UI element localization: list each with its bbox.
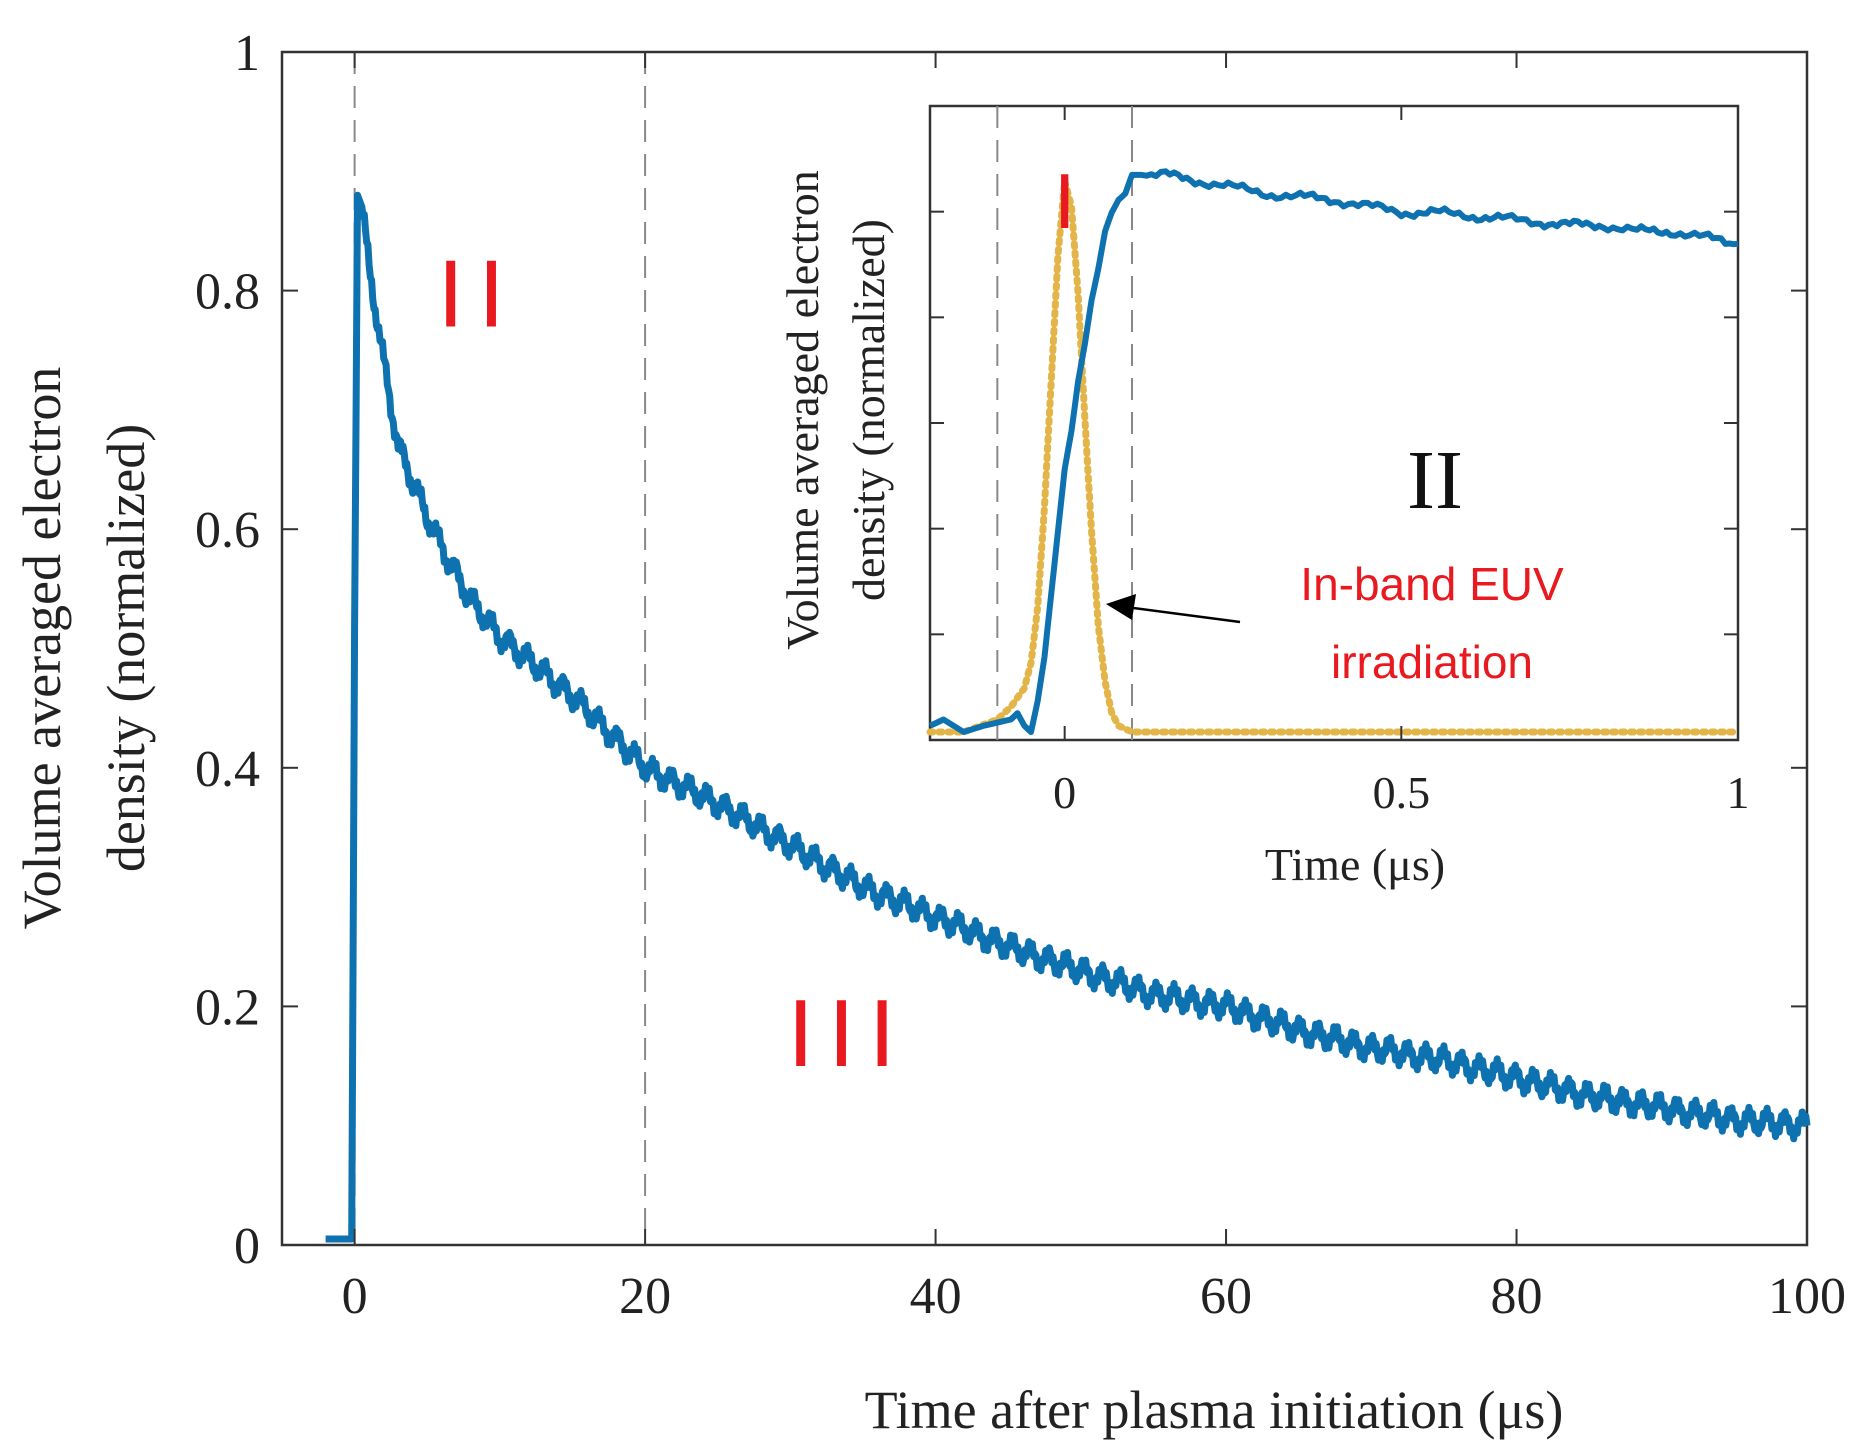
inset-x-tick-label: 1 xyxy=(1727,767,1750,818)
main-x-tick-label: 40 xyxy=(910,1268,962,1325)
main-plot-frame xyxy=(280,50,1809,1247)
main-y-tick-label: 0.2 xyxy=(195,979,260,1036)
inset-series-group xyxy=(926,168,1742,736)
main-x-tick-label: 20 xyxy=(619,1268,671,1325)
inset-region-labels: III xyxy=(1054,157,1463,527)
inset-axis-tick-labels: 0 0.5 1 xyxy=(1053,767,1749,818)
euv-annotation-line-2: irradiation xyxy=(1331,636,1533,688)
euv-annotation: In-band EUV irradiation xyxy=(1106,558,1564,688)
euv-annotation-line-1: In-band EUV xyxy=(1300,558,1564,610)
inset-x-axis-title: Time (μs) xyxy=(1265,839,1445,890)
main-y-axis-title-line-2: density (normalized) xyxy=(96,424,156,872)
inset-series-line-1 xyxy=(926,177,1742,736)
inset-x-tick-label: 0 xyxy=(1053,767,1076,818)
main-x-tick-label: 0 xyxy=(342,1268,368,1325)
inset-phase-divider-lines xyxy=(996,106,1133,740)
inset-region-label-0: I xyxy=(1054,157,1076,245)
main-x-tick-label: 100 xyxy=(1768,1268,1846,1325)
main-y-tick-label: 0.6 xyxy=(195,502,260,559)
main-region-label-1: III xyxy=(787,980,909,1087)
main-y-tick-label: 0.4 xyxy=(195,741,260,798)
euv-annotation-arrow xyxy=(1117,604,1241,624)
main-region-label-0: II xyxy=(437,240,518,347)
inset-x-tick-label: 0.5 xyxy=(1373,767,1431,818)
main-chart: 0 20 40 60 80 100 0 0.2 0.4 0.6 0.8 1 Time after pl… xyxy=(12,25,1846,1440)
inset-chart: 0 0.5 1 Time (μs) Volume averaged electron… xyxy=(777,104,1750,890)
main-axis-tick-labels: 0 20 40 60 80 100 0 0.2 0.4 0.6 0.8 1 xyxy=(195,25,1846,1325)
main-y-axis-title: Volume averaged electron density (normal… xyxy=(12,367,156,930)
main-x-tick-label: 60 xyxy=(1200,1268,1252,1325)
inset-series-line-0 xyxy=(928,168,1739,735)
main-y-tick-label: 1 xyxy=(234,25,260,82)
euv-annotation-arrowhead xyxy=(1106,594,1136,620)
main-axis-ticks xyxy=(282,51,1808,1246)
main-series-group xyxy=(323,191,1811,1243)
inset-region-label-1: II xyxy=(1407,434,1463,527)
main-x-axis-title: Time after plasma initiation (μs) xyxy=(865,1380,1564,1440)
main-y-tick-label: 0.8 xyxy=(195,264,260,321)
inset-y-axis-title: Volume averaged electron density (normal… xyxy=(777,170,894,649)
main-x-tick-label: 80 xyxy=(1491,1268,1543,1325)
main-y-axis-title-line-1: Volume averaged electron xyxy=(12,367,72,930)
inset-y-axis-title-line-1: Volume averaged electron xyxy=(777,170,828,649)
main-series-line-0 xyxy=(323,191,1811,1243)
inset-y-axis-title-line-2: density (normalized) xyxy=(843,219,894,601)
inset-axis-ticks xyxy=(930,105,1739,741)
main-y-tick-label: 0 xyxy=(234,1218,260,1275)
